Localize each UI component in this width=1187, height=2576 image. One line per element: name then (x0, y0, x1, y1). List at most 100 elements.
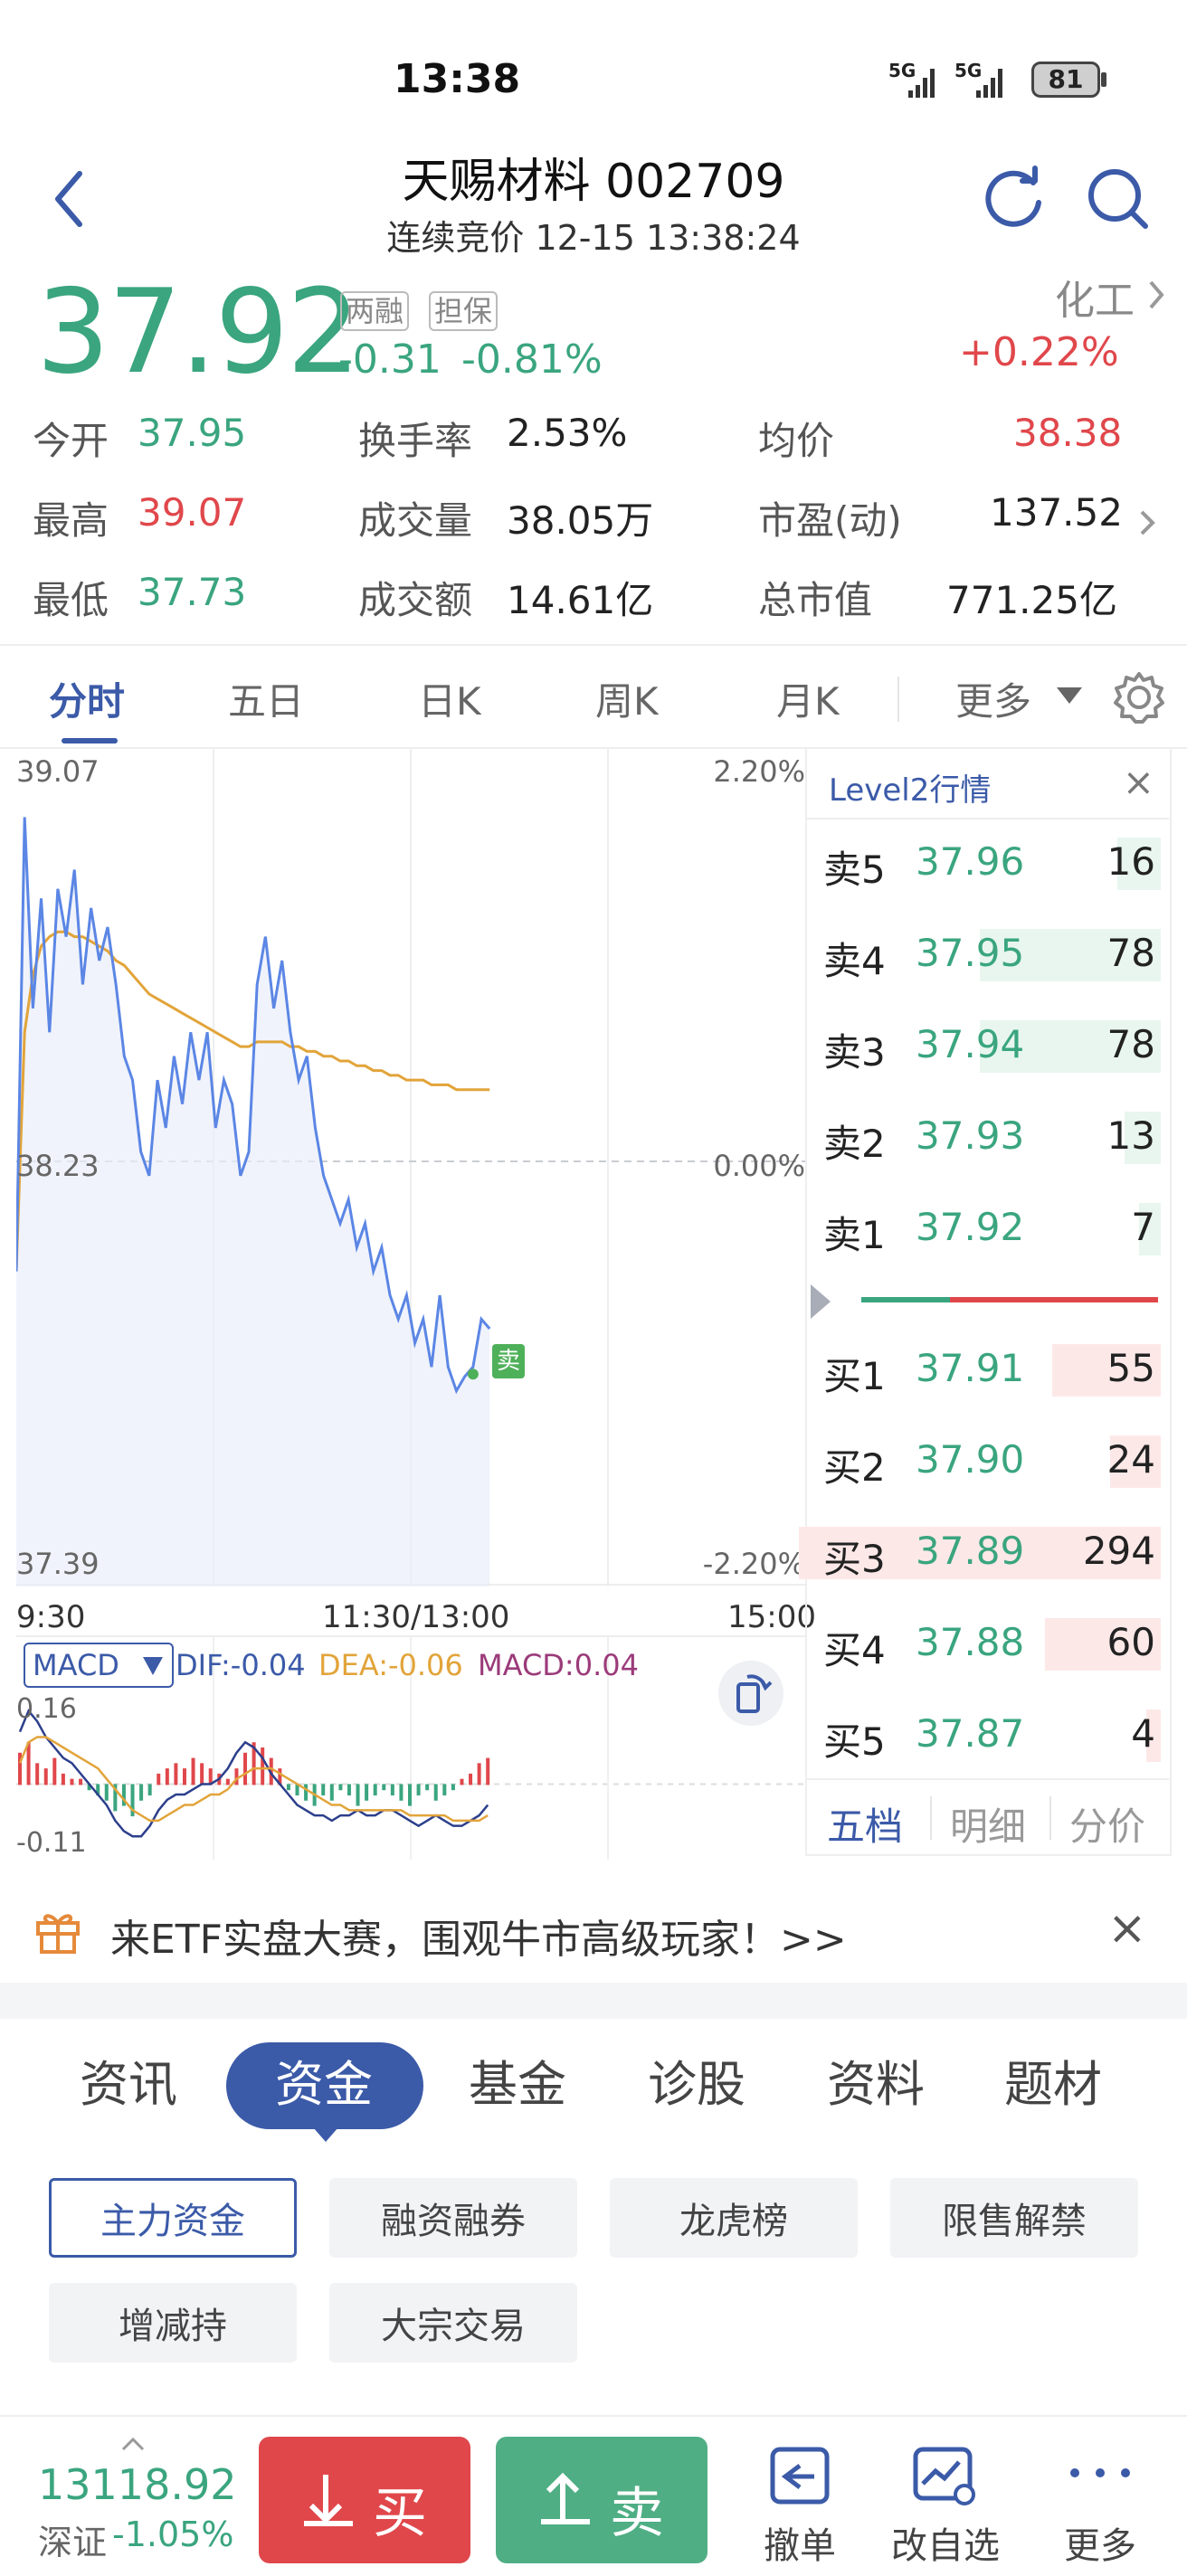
more-stats-button[interactable] (1135, 505, 1162, 541)
promo-close-button[interactable]: × (1107, 1901, 1147, 1956)
macd-bar (442, 1784, 447, 1795)
tab-fund[interactable]: 基金 (469, 2056, 566, 2113)
sell-volume: 78 (1106, 1022, 1155, 1066)
rotate-screen-button[interactable] (718, 1661, 783, 1726)
stat-label: 换手率 (358, 419, 473, 463)
buy-order-row[interactable]: 买3 37.89 294 (799, 1511, 1172, 1592)
macd-bar (130, 1784, 135, 1817)
macd-bar (165, 1768, 169, 1785)
refresh-button[interactable] (979, 161, 1051, 233)
more-dots-icon (1070, 2468, 1130, 2477)
subtab-label: 主力资金 (100, 2201, 245, 2242)
back-button[interactable] (43, 163, 98, 235)
tab-daily-k[interactable]: 日K (418, 679, 481, 724)
stat-value: 14.61亿 (507, 578, 654, 622)
subtab-lockup[interactable]: 限售解禁 (890, 2178, 1138, 2258)
stat-label: 成交量 (358, 498, 473, 543)
y-axis-low: 37.39 (16, 1547, 100, 1581)
subtab-main-capital[interactable]: 主力资金 (49, 2178, 297, 2258)
tab-five-day[interactable]: 五日 (228, 679, 305, 724)
macd-bar (70, 1778, 74, 1785)
tab-intraday[interactable]: 分时 (49, 679, 126, 724)
sell-volume: 78 (1106, 931, 1155, 975)
sell-order-row[interactable]: 卖2 37.93 13 (805, 1095, 1172, 1177)
buy-volume: 294 (1082, 1529, 1155, 1573)
caret-down-icon (143, 1657, 163, 1675)
tab-more[interactable]: 更多 (955, 679, 1032, 724)
level2-panel (805, 749, 1172, 1856)
subtab-block-trade[interactable]: 大宗交易 (329, 2283, 577, 2363)
more-button[interactable]: 更多 (1055, 2437, 1145, 2567)
tab-weekly-k[interactable]: 周K (595, 679, 659, 724)
macd-panel[interactable]: MACD DIF:-0.04 DEA:-0.06 MACD:0.04 0.16 … (16, 1635, 805, 1860)
sell-level-label: 卖1 (823, 1213, 886, 1257)
cancel-order-label: 撤单 (764, 2525, 836, 2567)
tab-capital[interactable]: 资金 (275, 2056, 373, 2113)
sector-link[interactable]: 化工 (1022, 268, 1167, 324)
subtab-holding-change[interactable]: 增减持 (49, 2283, 297, 2363)
sell-volume: 7 (1131, 1205, 1155, 1249)
edit-watchlist-button[interactable]: 改自选 (887, 2437, 1004, 2567)
macd-bar (460, 1778, 464, 1785)
tab-price-dist[interactable]: 分价 (1069, 1804, 1146, 1849)
macd-chart-svg (16, 1637, 805, 1860)
buy-order-row[interactable]: 买5 37.87 4 (805, 1693, 1172, 1775)
buy-level-label: 买3 (823, 1537, 886, 1581)
tab-detail[interactable]: 明细 (950, 1804, 1027, 1849)
buy-price: 37.90 (916, 1437, 1025, 1482)
sell-marker-label: 卖 (496, 1348, 520, 1375)
tab-theme[interactable]: 题材 (1004, 2056, 1102, 2113)
cancel-order-button[interactable]: 撤单 (756, 2437, 843, 2567)
sell-price: 37.92 (916, 1205, 1025, 1249)
more-label: 更多 (1064, 2525, 1136, 2567)
macd-selector[interactable]: MACD (24, 1643, 174, 1688)
sell-order-row[interactable]: 卖1 37.92 7 (805, 1187, 1172, 1268)
subtab-label: 增减持 (119, 2306, 227, 2347)
macd-bar (35, 1763, 40, 1785)
level2-title: Level2行情 (829, 772, 992, 809)
tab-five-levels[interactable]: 五档 (827, 1804, 904, 1849)
sell-order-row[interactable]: 卖4 37.95 78 (805, 913, 1172, 994)
buy-level-label: 买4 (823, 1628, 886, 1672)
sell-order-row[interactable]: 卖5 37.96 16 (805, 821, 1172, 903)
intraday-chart[interactable]: 39.07 38.23 37.39 2.20% 0.00% -2.20% 卖 (16, 749, 805, 1586)
buy-volume: 4 (1131, 1711, 1155, 1756)
subtab-dragon-tiger[interactable]: 龙虎榜 (610, 2178, 858, 2258)
buy-order-row[interactable]: 买2 37.90 24 (805, 1419, 1172, 1501)
page-title: 天赐材料 002709 (402, 155, 785, 209)
stat-label: 最低 (33, 578, 109, 622)
buy-volume-bar (799, 1527, 1161, 1579)
status-time: 13:38 (394, 56, 521, 102)
tab-profile[interactable]: 资料 (827, 2056, 925, 2113)
edit-watchlist-label: 改自选 (891, 2525, 1000, 2567)
tab-news[interactable]: 资讯 (80, 2056, 177, 2113)
gear-icon[interactable] (1111, 669, 1167, 725)
buy-level-label: 买1 (823, 1354, 886, 1398)
promo-banner[interactable]: 来ETF实盘大赛，围观牛市高级玩家！>> × (0, 1881, 1187, 1981)
sell-marker[interactable]: 卖 (492, 1344, 525, 1378)
price-area (16, 817, 490, 1586)
dif-line (18, 1709, 489, 1838)
level2-close-button[interactable]: × (1122, 760, 1154, 804)
buy-order-row[interactable]: 买4 37.88 60 (805, 1602, 1172, 1683)
search-button[interactable] (1082, 161, 1154, 233)
sell-button[interactable]: 卖 (496, 2437, 707, 2563)
tab-separator (897, 677, 899, 722)
sell-price: 37.96 (916, 839, 1025, 884)
tab-monthly-k[interactable]: 月K (776, 679, 840, 724)
price-change: -0.31 (338, 336, 442, 383)
subtab-margin[interactable]: 融资融券 (329, 2178, 577, 2258)
sell-order-row[interactable]: 卖3 37.94 78 (805, 1004, 1172, 1085)
sector-change: +0.22% (959, 329, 1119, 375)
index-ticker[interactable]: 13118.92 深证 -1.05% (33, 2435, 241, 2562)
sell-volume: 16 (1106, 839, 1155, 884)
stat-label: 均价 (758, 419, 835, 463)
tab-diagnosis[interactable]: 诊股 (648, 2056, 745, 2113)
buy-order-row[interactable]: 买1 37.91 55 (805, 1328, 1172, 1409)
macd-selector-label: MACD (33, 1648, 119, 1682)
index-name: 深证 (38, 2523, 108, 2562)
stat-value: 37.95 (138, 411, 247, 455)
macd-bar (373, 1784, 377, 1795)
buy-button[interactable]: 买 (259, 2437, 470, 2563)
stat-label: 市盈(动) (758, 498, 902, 543)
